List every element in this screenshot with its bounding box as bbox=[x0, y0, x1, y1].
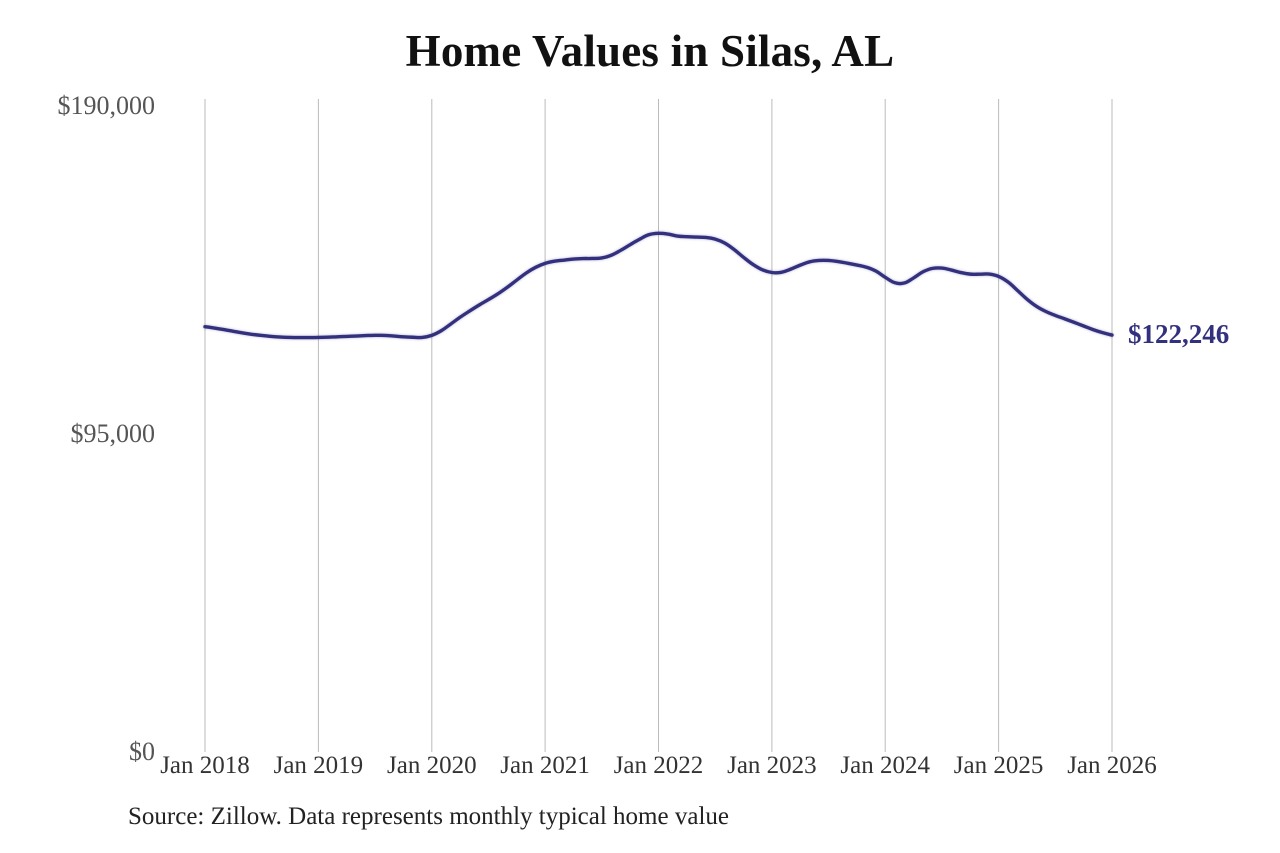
svg-text:Jan 2021: Jan 2021 bbox=[500, 752, 590, 779]
svg-text:Jan 2020: Jan 2020 bbox=[387, 752, 477, 779]
svg-text:Jan 2026: Jan 2026 bbox=[1067, 752, 1157, 779]
svg-text:$190,000: $190,000 bbox=[58, 91, 156, 120]
svg-text:$95,000: $95,000 bbox=[71, 419, 156, 448]
svg-text:Jan 2022: Jan 2022 bbox=[614, 752, 704, 779]
svg-text:Jan 2019: Jan 2019 bbox=[274, 752, 364, 779]
svg-text:$122,246: $122,246 bbox=[1128, 319, 1229, 349]
svg-text:Jan 2024: Jan 2024 bbox=[840, 752, 930, 779]
svg-text:$0: $0 bbox=[129, 737, 155, 766]
svg-text:Jan 2018: Jan 2018 bbox=[160, 752, 250, 779]
svg-text:Jan 2023: Jan 2023 bbox=[727, 752, 817, 779]
svg-text:Jan 2025: Jan 2025 bbox=[954, 752, 1044, 779]
